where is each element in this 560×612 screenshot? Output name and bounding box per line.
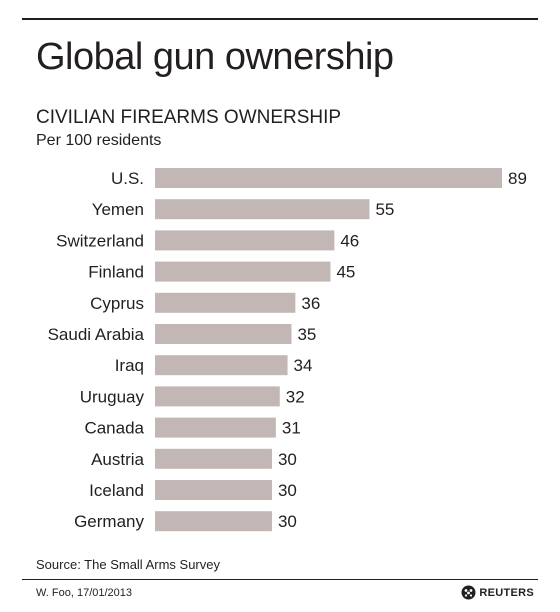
bar-austria xyxy=(155,448,272,469)
bar-iceland xyxy=(155,480,272,500)
value-label: 32 xyxy=(286,387,305,406)
value-label: 55 xyxy=(375,200,394,219)
category-label: Saudi Arabia xyxy=(48,325,145,344)
bottom-rule xyxy=(22,579,538,580)
bar-switzerland xyxy=(155,230,335,251)
chart-subtitle: CIVILIAN FIREARMS OWNERSHIP xyxy=(36,107,342,128)
bar-germany xyxy=(155,511,272,532)
category-label: Iceland xyxy=(89,481,144,500)
value-label: 34 xyxy=(294,356,313,375)
category-label: U.S. xyxy=(111,169,144,188)
category-label: Cyprus xyxy=(90,294,144,313)
reuters-dots-icon xyxy=(461,585,476,600)
bar-iraq xyxy=(155,355,288,376)
category-label: Iraq xyxy=(115,356,144,375)
bar-finland xyxy=(155,261,331,282)
bar-saudi-arabia xyxy=(155,324,292,344)
top-rule xyxy=(22,18,538,20)
value-label: 36 xyxy=(301,294,320,313)
reuters-logo: REUTERS xyxy=(461,585,534,600)
category-label: Yemen xyxy=(92,200,144,219)
credit-line: W. Foo, 17/01/2013 xyxy=(36,587,133,599)
value-label: 45 xyxy=(336,263,355,282)
unit-label: Per 100 residents xyxy=(36,132,162,149)
category-label: Finland xyxy=(88,263,144,282)
category-label: Switzerland xyxy=(56,231,144,250)
bar-canada xyxy=(155,417,276,438)
value-label: 30 xyxy=(278,481,297,500)
bar-cyprus xyxy=(155,292,296,313)
category-label: Germany xyxy=(74,512,144,531)
bar-u-s xyxy=(155,168,502,188)
value-label: 30 xyxy=(278,450,297,469)
value-label: 30 xyxy=(278,512,297,531)
bar-yemen xyxy=(155,199,370,220)
value-label: 35 xyxy=(297,325,316,344)
category-label: Canada xyxy=(84,419,144,438)
reuters-logo-text: REUTERS xyxy=(479,586,534,599)
category-label: Austria xyxy=(91,450,144,469)
chart-title: Global gun ownership xyxy=(36,36,394,78)
value-label: 89 xyxy=(508,169,527,188)
bar-uruguay xyxy=(155,386,280,407)
source-note: Source: The Small Arms Survey xyxy=(36,557,220,572)
category-label: Uruguay xyxy=(80,387,145,406)
value-label: 46 xyxy=(340,231,359,250)
value-label: 31 xyxy=(282,419,301,438)
